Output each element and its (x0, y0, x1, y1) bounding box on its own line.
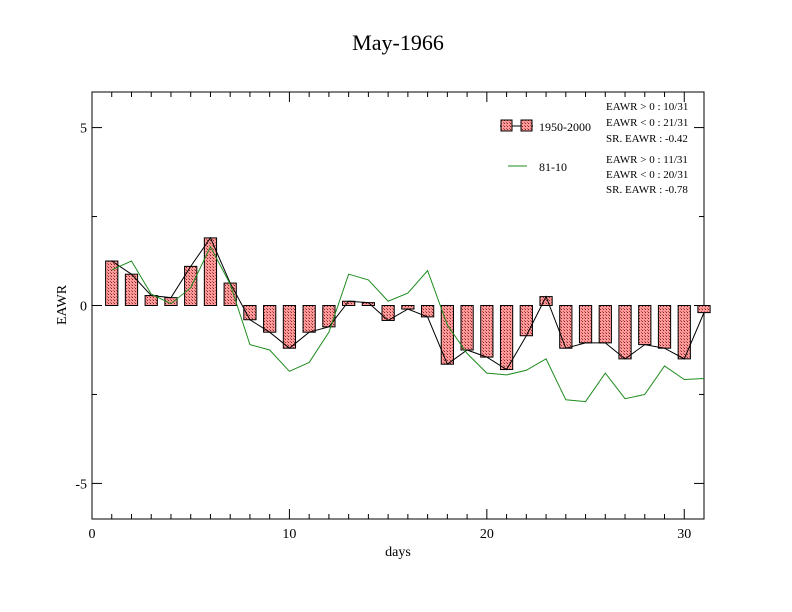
series-line-81-10 (111, 245, 705, 403)
stat-negative-1950-2000: EAWR < 0 : 21/31 (606, 117, 688, 129)
x-axis-label: days (385, 545, 411, 560)
x-tick-label: 10 (282, 527, 296, 542)
legend-swatch-bar-left (500, 119, 513, 132)
y-tick-label: 5 (80, 122, 87, 137)
bar-day-27 (618, 305, 632, 360)
bar-day-24 (559, 305, 573, 349)
bar-day-11 (302, 305, 316, 333)
y-axis-label: EAWR (55, 284, 70, 325)
bar-day-29 (657, 305, 672, 349)
x-tick-label: 20 (480, 527, 494, 542)
stat-positive-81-10: EAWR > 0 : 11/31 (606, 154, 688, 166)
bar-day-30 (677, 305, 691, 360)
legend-label-81-10: 81-10 (539, 160, 567, 174)
legend-label-1950-2000: 1950-2000 (539, 120, 591, 134)
bar-day-7 (223, 282, 237, 306)
stat-sr-1950-2000: SR. EAWR : -0.42 (606, 133, 688, 145)
bars-layer (105, 237, 711, 371)
legend-stats-81-10: EAWR > 0 : 11/31 EAWR < 0 : 20/31 SR. EA… (606, 154, 688, 196)
chart-title: May-1966 (352, 30, 444, 55)
series-line-1950-2000 (111, 236, 705, 371)
legend: 1950-2000 EAWR > 0 : 10/31 EAWR < 0 : 21… (500, 101, 688, 196)
legend-entry-1950-2000: 1950-2000 (500, 119, 591, 134)
x-tick-label: 30 (677, 527, 691, 542)
stat-sr-81-10: SR. EAWR : -0.78 (606, 184, 688, 196)
bar-day-26 (598, 305, 612, 344)
y-tick-label: -5 (75, 477, 87, 492)
bar-day-22 (519, 305, 533, 337)
x-tick-label: 0 (89, 527, 96, 542)
bar-day-12 (322, 305, 336, 328)
bar-day-31 (697, 305, 711, 314)
bar-day-3 (144, 295, 158, 306)
bar-day-19 (460, 305, 474, 351)
legend-swatch-bar-right (520, 119, 533, 132)
legend-entry-81-10: 81-10 (508, 160, 567, 174)
y-tick-label: 0 (80, 300, 87, 315)
ticks-layer: 0 10 20 30 -5 0 5 (75, 92, 705, 542)
bar-day-9 (263, 305, 277, 333)
stat-positive-1950-2000: EAWR > 0 : 10/31 (606, 101, 688, 113)
stat-negative-81-10: EAWR < 0 : 20/31 (606, 169, 688, 181)
bar-day-20 (480, 305, 494, 358)
bar-day-21 (499, 305, 514, 371)
bar-day-28 (638, 305, 652, 346)
legend-stats-1950-2000: EAWR > 0 : 10/31 EAWR < 0 : 21/31 SR. EA… (606, 101, 688, 145)
lines-layer (111, 236, 705, 403)
bar-day-10 (282, 305, 297, 349)
bar-day-25 (578, 305, 593, 344)
